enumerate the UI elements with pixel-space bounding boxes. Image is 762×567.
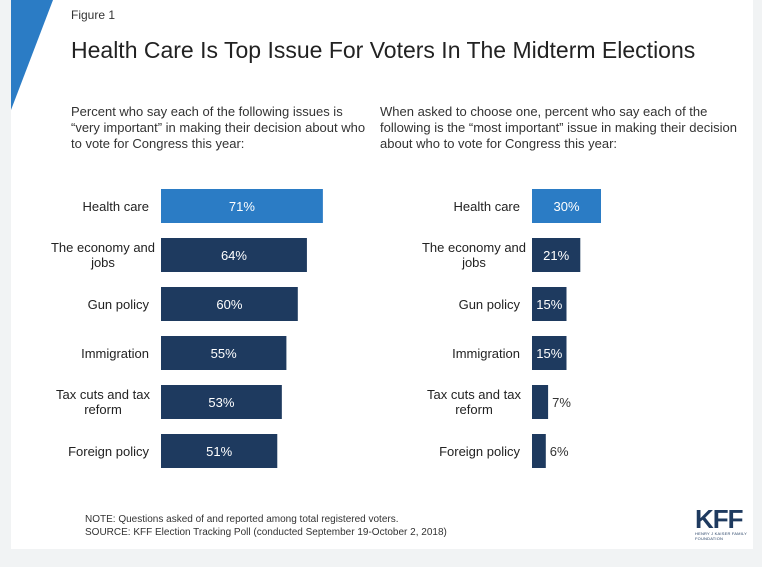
- bar-most-important-5: [532, 434, 546, 468]
- value-label: 15%: [536, 346, 562, 361]
- bar-charts: 71% Health care 64% The economy and jobs 60% G…: [51, 189, 601, 468]
- bar-very-important-3: [161, 336, 287, 370]
- value-label: 15%: [536, 297, 562, 312]
- value-label: 6%: [550, 444, 569, 459]
- figure-card: Figure 1 Health Care Is Top Issue For Vo…: [11, 0, 753, 549]
- note-text: NOTE: Questions asked of and reported am…: [85, 514, 399, 525]
- category-label: Health care: [454, 199, 520, 214]
- value-label: 53%: [208, 395, 234, 410]
- value-label: 64%: [221, 248, 247, 263]
- bar-very-important-0: [161, 189, 323, 223]
- category-label: Immigration: [81, 346, 149, 361]
- value-label: 21%: [543, 248, 569, 263]
- figure-label: Figure 1: [71, 8, 116, 22]
- bar-very-important-1: [161, 238, 307, 272]
- bar-very-important-5: [161, 434, 278, 468]
- logo-text: KFF: [695, 504, 744, 534]
- bar-very-important-4: [161, 385, 282, 419]
- bar-most-important-1: [532, 238, 581, 272]
- source-text: SOURCE: KFF Election Tracking Poll (cond…: [85, 527, 447, 538]
- bar-most-important-4: [532, 385, 549, 419]
- bar-most-important-0: [532, 189, 601, 223]
- category-label: Foreign policy: [68, 444, 149, 459]
- bar-most-important-3: [532, 336, 567, 370]
- category-label: Tax cuts and tax reform: [56, 387, 150, 417]
- category-label: Tax cuts and tax reform: [427, 387, 521, 417]
- value-label: 60%: [216, 297, 242, 312]
- bar-most-important-2: [532, 287, 567, 321]
- category-label: Immigration: [452, 346, 520, 361]
- bar-very-important-2: [161, 287, 298, 321]
- category-label: The economy and jobs: [51, 240, 155, 270]
- category-label: The economy and jobs: [422, 240, 526, 270]
- kff-logo: KFF HENRY J KAISER FAMILY FOUNDATION: [695, 504, 753, 541]
- value-label: 30%: [553, 199, 579, 214]
- left-chart-subtitle: Percent who say each of the following is…: [71, 104, 366, 151]
- value-label: 7%: [552, 395, 571, 410]
- category-label: Foreign policy: [439, 444, 520, 459]
- category-label: Health care: [83, 199, 149, 214]
- chart-title: Health Care Is Top Issue For Voters In T…: [71, 37, 696, 63]
- value-label: 51%: [206, 444, 232, 459]
- category-label: Gun policy: [459, 297, 521, 312]
- right-chart-subtitle: When asked to choose one, percent who sa…: [380, 104, 737, 151]
- footnote: NOTE: Questions asked of and reported am…: [85, 513, 447, 539]
- value-label: 71%: [229, 199, 255, 214]
- value-label: 55%: [211, 346, 237, 361]
- category-label: Gun policy: [88, 297, 150, 312]
- logo-subtext: HENRY J KAISER FAMILY FOUNDATION: [695, 531, 747, 541]
